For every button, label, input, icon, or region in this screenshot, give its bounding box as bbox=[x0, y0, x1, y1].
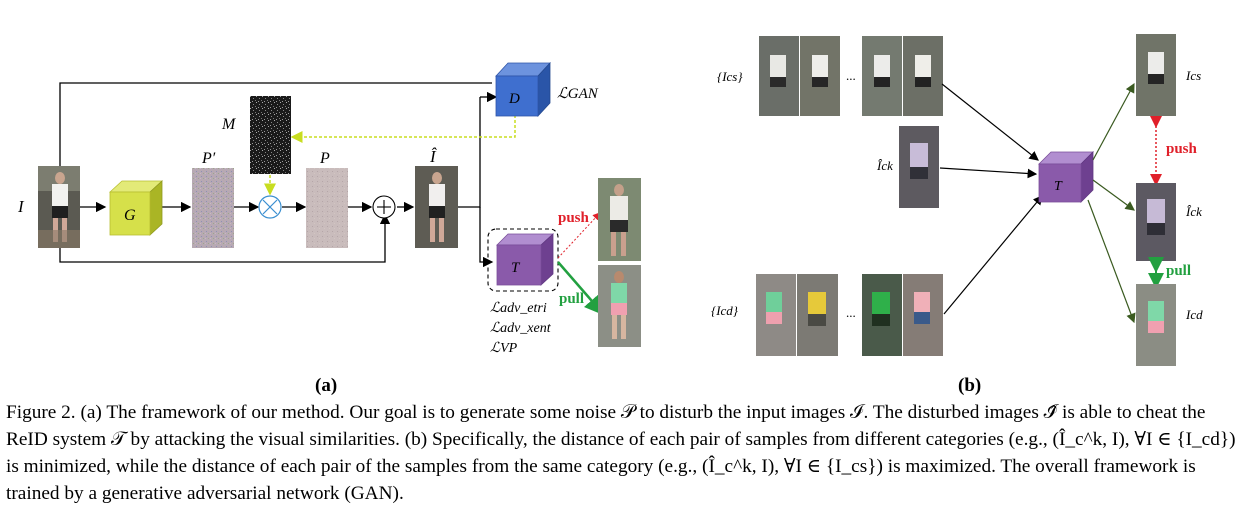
generator-label: G bbox=[124, 207, 136, 224]
out-ick-label: Îck bbox=[1185, 204, 1202, 219]
push-label-a: push bbox=[558, 210, 590, 226]
caption-line-1: Figure 2. (a) The framework of our metho… bbox=[6, 402, 1058, 423]
loss-vp: ℒVP bbox=[490, 341, 518, 356]
pull-label-b: pull bbox=[1166, 263, 1191, 279]
input-image bbox=[38, 166, 80, 248]
arrow-ihat-to-reid bbox=[479, 207, 494, 268]
reid-cube bbox=[496, 233, 555, 286]
mask-label: M bbox=[221, 116, 237, 133]
pull-label-a: pull bbox=[559, 291, 584, 307]
panel-b-label: (b) bbox=[958, 375, 981, 396]
out-cd-label: Icd bbox=[1185, 307, 1203, 322]
loss-gan-label: ℒGAN bbox=[557, 86, 599, 102]
reid-label-b: T bbox=[1054, 179, 1063, 194]
arrow-reid-to-cd bbox=[1087, 199, 1136, 324]
input-label: I bbox=[17, 197, 25, 216]
loss-adv-xent: ℒadv_xent bbox=[490, 321, 552, 336]
p-image bbox=[306, 168, 348, 248]
top-connector-line bbox=[59, 82, 492, 166]
ic-k-label: Îck bbox=[876, 158, 893, 173]
p-prime-label: P′ bbox=[201, 150, 216, 167]
loss-adv-etri: ℒadv_etri bbox=[490, 301, 547, 316]
set-cs-images bbox=[759, 36, 943, 116]
mask-image bbox=[250, 96, 291, 174]
out-cs-image bbox=[1136, 34, 1176, 116]
reid-cube-b bbox=[1038, 151, 1094, 203]
arrow-cd-to-reid bbox=[943, 195, 1043, 315]
ic-k-image bbox=[899, 126, 939, 208]
ihat-branch-line bbox=[458, 97, 481, 208]
discriminator-label: D bbox=[508, 91, 520, 107]
reid-label: T bbox=[511, 260, 521, 276]
set-cd-images bbox=[756, 274, 943, 356]
arrow-reid-to-cs bbox=[1092, 82, 1135, 161]
dashed-feedback-arrow bbox=[290, 115, 516, 143]
target-image-pull bbox=[598, 265, 641, 347]
out-cd-image bbox=[1136, 284, 1176, 366]
arrow-reid-to-ick bbox=[1092, 179, 1135, 211]
i-hat-label: Î bbox=[429, 147, 437, 166]
caption-line-4: ∀I ∈ {I_cs}) is maximized. The overall f… bbox=[6, 456, 1196, 504]
bottom-connector-line bbox=[59, 213, 391, 263]
discriminator-cube bbox=[495, 61, 551, 118]
out-cs-label: Ics bbox=[1185, 68, 1201, 83]
set-cd-ellipsis: ... bbox=[846, 305, 856, 320]
panel-a: I G P′ M P bbox=[17, 61, 641, 396]
generator-cube bbox=[108, 180, 164, 236]
add-operator bbox=[372, 195, 396, 219]
figure-caption: Figure 2. (a) The framework of our metho… bbox=[6, 399, 1246, 507]
p-prime-image bbox=[192, 168, 234, 248]
caption-line-2: is able to cheat the ReID system 𝒯 by at… bbox=[6, 402, 1206, 450]
i-hat-image bbox=[415, 166, 458, 248]
out-ick-image bbox=[1136, 183, 1176, 261]
push-label-b: push bbox=[1166, 141, 1198, 157]
multiply-operator bbox=[258, 195, 282, 219]
set-cd-label: {Icd} bbox=[711, 303, 739, 318]
arrow-ick-to-reid bbox=[939, 167, 1038, 179]
arrow-cs-to-reid bbox=[941, 83, 1039, 161]
push-line-a bbox=[557, 212, 601, 259]
pull-line-a bbox=[557, 261, 605, 316]
caption-line-3: categories (e.g., (Î_c^k, I), ∀I ∈ {I_cd… bbox=[6, 429, 1236, 477]
set-cs-ellipsis: ... bbox=[846, 68, 856, 83]
p-label: P bbox=[319, 150, 330, 167]
target-image-push bbox=[598, 178, 641, 261]
set-cs-label: {Ics} bbox=[717, 69, 743, 84]
panel-b: {Ics} ... Îck {Icd} bbox=[711, 34, 1203, 396]
panel-a-label: (a) bbox=[315, 375, 337, 396]
